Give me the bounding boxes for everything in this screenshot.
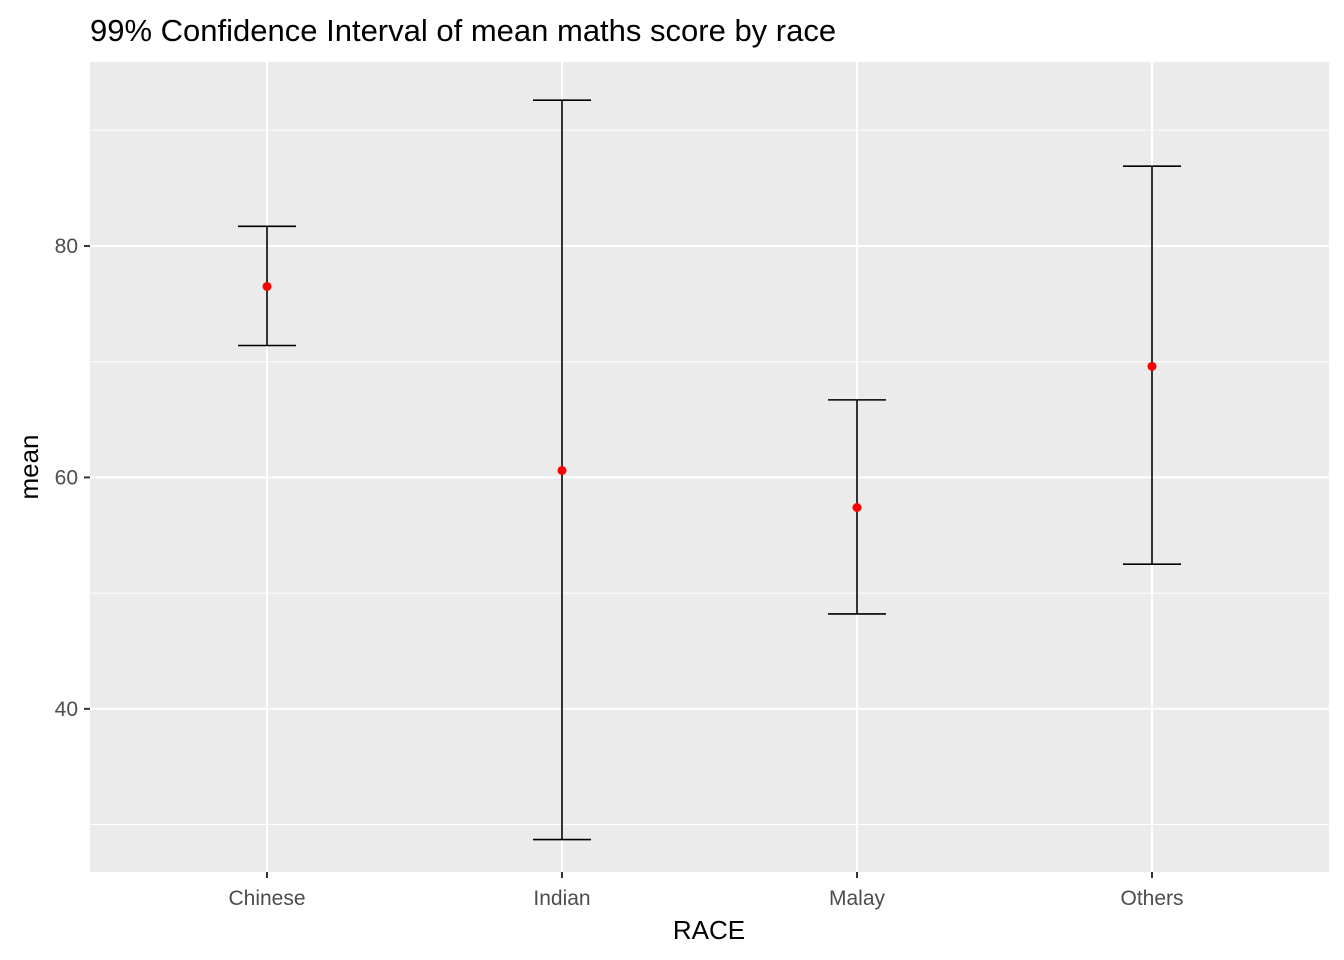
y-axis: 40 60 80	[55, 235, 90, 721]
errorbar-chinese	[238, 225, 296, 347]
x-tick-label: Others	[1120, 887, 1183, 910]
mean-point-others	[1147, 361, 1157, 371]
x-tick-label: Chinese	[228, 887, 305, 910]
x-axis-title: RACE	[673, 915, 745, 945]
y-tick-label: 40	[55, 698, 78, 721]
mean-point-indian	[557, 465, 567, 475]
y-tick-label: 80	[55, 235, 78, 258]
x-tick-label: Indian	[533, 887, 590, 910]
chart-title: 99% Confidence Interval of mean maths sc…	[90, 13, 836, 48]
errorbar-others	[1123, 165, 1181, 566]
panel-background	[90, 62, 1329, 872]
errorbar-malay	[828, 399, 886, 615]
y-axis-title: mean	[14, 434, 44, 499]
errorbar-indian	[533, 99, 591, 841]
y-tick-label: 60	[55, 466, 78, 489]
plot-panel	[90, 62, 1329, 872]
x-tick-label: Malay	[829, 887, 886, 910]
mean-point-malay	[852, 503, 862, 512]
x-axis: Chinese Indian Malay Others	[228, 872, 1184, 910]
mean-point-chinese	[262, 281, 272, 291]
